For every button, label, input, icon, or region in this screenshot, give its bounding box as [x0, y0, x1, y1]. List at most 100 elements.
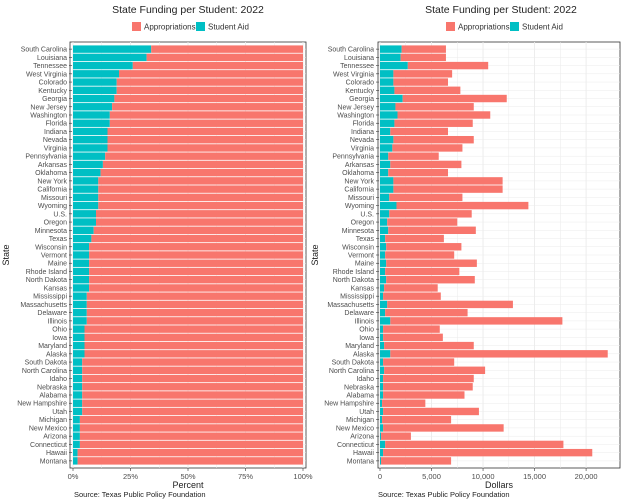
x-tick-label: 10,000	[472, 472, 495, 481]
category-label: Wisconsin	[35, 244, 67, 251]
right-source-note: Source: Texas Public Policy Foundation	[378, 490, 510, 499]
bar-student-aid	[380, 432, 382, 440]
bar-student-aid	[380, 111, 398, 119]
bar-appropriations	[385, 234, 444, 243]
bar-appropriations	[84, 333, 303, 342]
bar-student-aid	[380, 366, 385, 374]
bar-student-aid	[73, 366, 83, 374]
bar-student-aid	[73, 267, 90, 276]
x-tick-label: 0	[378, 472, 382, 481]
category-label: Texas	[49, 236, 68, 243]
bar-student-aid	[380, 144, 393, 152]
category-label: Illinois	[48, 318, 68, 325]
left-chart: State Funding per Student: 2022 Appropri…	[1, 4, 313, 499]
bar-appropriations	[146, 53, 303, 62]
category-label: Indiana	[351, 129, 374, 136]
bar-student-aid	[380, 440, 386, 449]
bar-student-aid	[73, 61, 133, 70]
category-label: South Dakota	[25, 360, 68, 367]
bar-student-aid	[73, 78, 117, 86]
category-label: Vermont	[348, 253, 374, 260]
category-label: South Dakota	[332, 360, 375, 367]
bar-appropriations	[397, 111, 491, 119]
bar-student-aid	[380, 218, 388, 226]
bar-student-aid	[380, 103, 396, 111]
bar-appropriations	[77, 457, 303, 465]
bar-student-aid	[380, 119, 395, 127]
category-label: Maryland	[38, 343, 67, 350]
bar-student-aid	[73, 308, 87, 317]
bar-appropriations	[387, 300, 513, 309]
bar-student-aid	[73, 160, 103, 169]
bar-appropriations	[383, 333, 443, 342]
bar-appropriations	[401, 45, 446, 53]
category-label: Georgia	[42, 96, 67, 103]
x-tick-label: 15,000	[523, 472, 546, 481]
bar-student-aid	[380, 185, 394, 193]
category-label: Nevada	[43, 137, 67, 144]
x-tick-label: 0%	[68, 472, 79, 481]
bar-appropriations	[390, 317, 563, 325]
bar-appropriations	[383, 292, 441, 300]
category-label: New York	[37, 178, 67, 185]
x-tick-label: 5,000	[422, 472, 441, 481]
left-bars	[73, 45, 304, 465]
bar-student-aid	[73, 234, 92, 243]
bar-student-aid	[380, 210, 390, 218]
category-label: Hawaii	[353, 450, 374, 457]
category-label: Alaska	[46, 351, 67, 358]
bar-appropriations	[77, 448, 303, 457]
bar-appropriations	[79, 432, 304, 440]
bar-student-aid	[73, 416, 80, 424]
bar-student-aid	[380, 284, 385, 292]
bar-student-aid	[73, 226, 94, 234]
bar-appropriations	[105, 152, 303, 160]
bar-student-aid	[73, 399, 83, 407]
category-label: Arkansas	[38, 162, 68, 169]
bar-appropriations	[393, 185, 503, 193]
category-label: Minnesota	[35, 228, 67, 235]
category-label: Wyoming	[345, 203, 374, 210]
category-label: South Carolina	[328, 47, 374, 54]
category-label: Mississippi	[340, 294, 374, 301]
x-tick-label: 75%	[238, 472, 253, 481]
right-legend-label-student-aid: Student Aid	[522, 23, 563, 32]
bar-appropriations	[383, 424, 504, 432]
bar-appropriations	[79, 416, 304, 424]
category-label: Louisiana	[37, 55, 67, 62]
category-label: New Jersey	[337, 104, 374, 111]
bar-student-aid	[380, 94, 403, 103]
bar-student-aid	[380, 383, 384, 391]
bar-student-aid	[380, 70, 394, 78]
bar-appropriations	[91, 234, 304, 243]
bar-appropriations	[381, 457, 452, 465]
x-tick-label: 100%	[293, 472, 313, 481]
right-bars	[380, 45, 608, 465]
bar-appropriations	[383, 325, 440, 333]
category-label: Idaho	[356, 376, 374, 383]
bar-student-aid	[380, 160, 391, 169]
category-label: Florida	[353, 121, 375, 128]
bar-appropriations	[381, 432, 411, 440]
bar-appropriations	[84, 341, 303, 350]
bar-appropriations	[389, 193, 463, 202]
bar-appropriations	[109, 119, 303, 127]
category-label: New Mexico	[336, 425, 374, 432]
category-label: West Virginia	[26, 71, 67, 78]
category-label: Texas	[356, 236, 375, 243]
bar-student-aid	[73, 259, 90, 267]
bar-student-aid	[73, 103, 113, 111]
bar-appropriations	[390, 160, 462, 169]
category-label: Washington	[337, 113, 374, 120]
bar-appropriations	[386, 243, 462, 251]
category-label: West Virginia	[333, 71, 374, 78]
category-label: North Carolina	[22, 368, 67, 375]
bar-student-aid	[380, 350, 391, 358]
category-label: Tennessee	[33, 63, 67, 70]
category-label: Oregon	[351, 220, 374, 227]
bar-appropriations	[89, 276, 303, 284]
bar-appropriations	[98, 177, 303, 185]
bar-student-aid	[73, 432, 80, 440]
bar-appropriations	[116, 78, 303, 86]
bar-student-aid	[380, 448, 384, 457]
